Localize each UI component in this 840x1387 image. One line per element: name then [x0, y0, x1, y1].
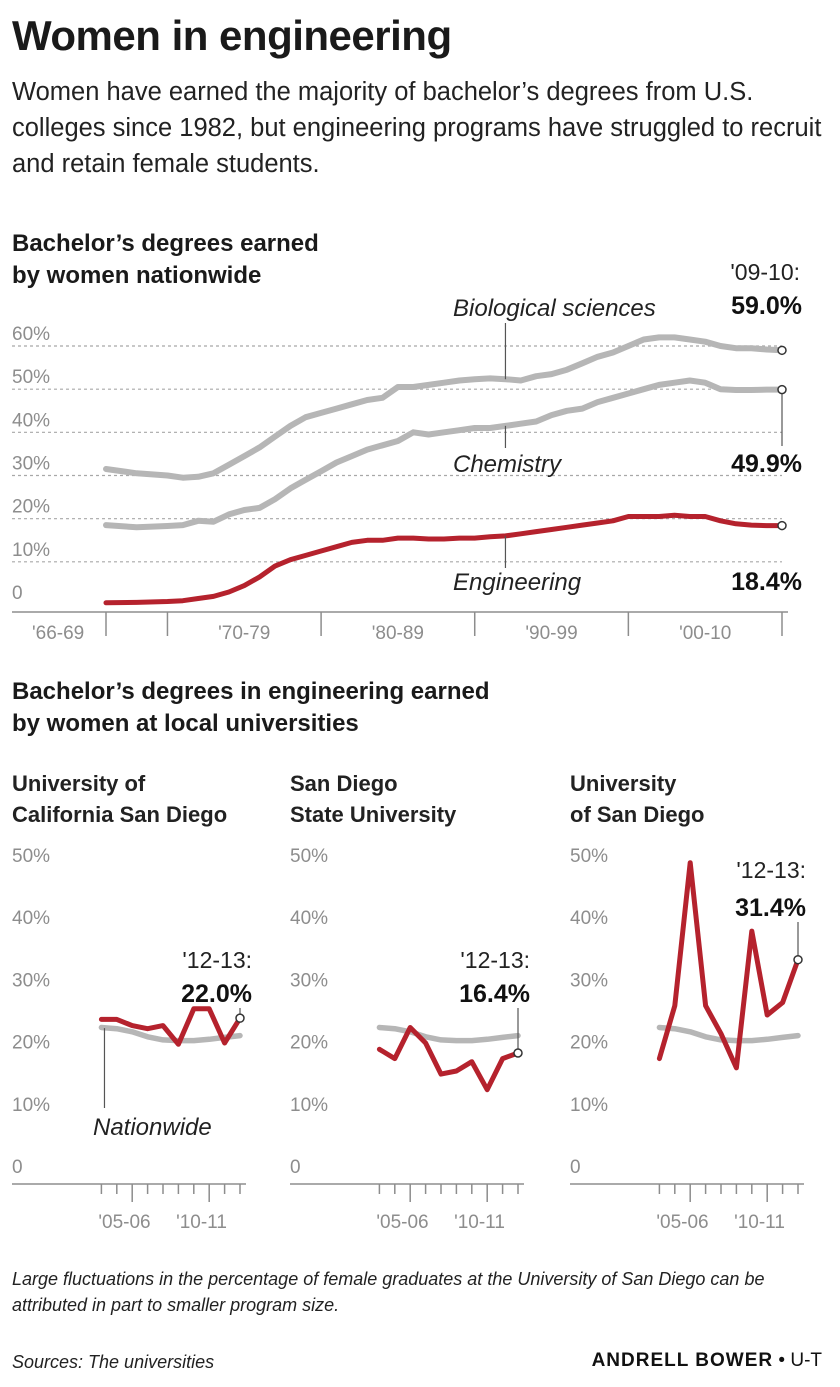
usd-university-line	[656, 860, 801, 1071]
nationwide-series-label: Nationwide	[93, 1114, 212, 1141]
usd-callout-year: '12-13:	[736, 857, 806, 883]
nationwide-x-tick-label: '00-10	[679, 623, 731, 644]
usd-y-tick-label: 30%	[570, 970, 608, 991]
sdsu-panel-title: San Diego State University	[290, 768, 456, 830]
ucsd-y-tick-label: 30%	[12, 970, 50, 991]
usd-y-tick-label: 10%	[570, 1095, 608, 1116]
nationwide-chart-title-line-1: Bachelor’s degrees earned	[12, 230, 319, 257]
nationwide-callout-year: '09-10:	[730, 259, 800, 285]
ucsd-university-line	[98, 1006, 243, 1047]
biological-sciences-label: Biological sciences	[453, 295, 656, 322]
usd-nationwide-line	[656, 1024, 801, 1044]
nationwide-x-tick-label: '66-69	[32, 623, 84, 644]
engineering-line	[103, 512, 785, 606]
engineering-end-point	[777, 520, 787, 531]
ucsd-y-tick-label: 10%	[12, 1095, 50, 1116]
page-title: Women in engineering	[12, 12, 452, 59]
sdsu-y-tick-label: 20%	[290, 1033, 328, 1054]
biological-sciences-end-point	[777, 345, 787, 356]
sdsu-callout-year: '12-13:	[460, 947, 530, 973]
sdsu-title-line-1: San Diego	[290, 771, 398, 796]
usd-end-value: 31.4%	[735, 894, 806, 922]
chemistry-line	[103, 377, 785, 531]
ucsd-nationwide-line	[98, 1024, 243, 1044]
chemistry-end-point	[777, 384, 787, 395]
nationwide-y-tick-label: 60%	[12, 324, 50, 345]
ucsd-y-tick-label: 20%	[12, 1033, 50, 1054]
sdsu-end-value: 16.4%	[459, 980, 530, 1008]
ucsd-panel-title: University of California San Diego	[12, 768, 227, 830]
ucsd-callout-year: '12-13:	[182, 947, 252, 973]
ucsd-title-line-2: California San Diego	[12, 802, 228, 827]
usd-end-point	[793, 954, 803, 965]
nationwide-line-chart: 60% 50% 40% 30% 20% 10% 0 '66-69 '70-79 '80-89 '90…	[12, 259, 802, 644]
sdsu-end-point	[513, 1048, 523, 1058]
nationwide-y-tick-label: 50%	[12, 367, 50, 388]
sdsu-y-tick-label: 40%	[290, 908, 328, 929]
ucsd-end-value: 22.0%	[181, 980, 252, 1008]
biological-sciences-line	[103, 334, 785, 481]
sdsu-y-tick-label: 50%	[290, 846, 328, 867]
credit-separator: •	[778, 1350, 786, 1371]
usd-y-tick-label: 40%	[570, 908, 608, 929]
sdsu-x-tick-label: '05-06	[376, 1212, 428, 1233]
nationwide-x-tick-label: '90-99	[525, 623, 577, 644]
engineering-label: Engineering	[453, 569, 582, 596]
ucsd-x-tick-label: '05-06	[98, 1212, 150, 1233]
sdsu-university-line	[376, 1025, 521, 1093]
chemistry-end-value: 49.9%	[731, 450, 802, 478]
credit-line: ANDRELL BOWER • U-T	[592, 1350, 822, 1372]
usd-x-tick-label: '10-11	[734, 1212, 785, 1233]
credit-name: ANDRELL BOWER	[591, 1350, 774, 1371]
ucsd-y-tick-label: 50%	[12, 846, 50, 867]
sources-line: Sources: The universities	[12, 1352, 215, 1372]
nationwide-x-tick-label: '80-89	[372, 623, 424, 644]
biological-sciences-end-value: 59.0%	[731, 292, 802, 320]
ucsd-y-tick-label: 40%	[12, 908, 50, 929]
local-universities-charts: 50% 40% 30% 20% 10% 0 '05-06 '10-11 '12-13: 22.0%…	[12, 846, 806, 1233]
local-section-title: Bachelor’s degrees in engineering earned…	[12, 676, 490, 740]
nationwide-chart-title: Bachelor’s degrees earned by women natio…	[12, 228, 319, 292]
nationwide-x-tick-label: '70-79	[218, 623, 270, 644]
sdsu-x-tick-label: '10-11	[454, 1212, 505, 1233]
usd-panel-title: University of San Diego	[570, 768, 704, 830]
chemistry-label: Chemistry	[453, 451, 563, 478]
ucsd-title-line-1: University of	[12, 771, 146, 796]
ucsd-x-tick-label: '10-11	[176, 1212, 227, 1233]
sdsu-title-line-2: State University	[290, 802, 457, 827]
page-dek: Women have earned the majority of bachel…	[12, 78, 822, 178]
usd-y-tick-label: 50%	[570, 846, 608, 867]
local-section-title-line-2: by women at local universities	[12, 710, 359, 737]
sdsu-y-tick-label: 0	[290, 1157, 301, 1178]
engineering-end-value: 18.4%	[731, 568, 802, 596]
usd-title-line-1: University	[570, 771, 677, 796]
nationwide-y-tick-label: 10%	[12, 540, 50, 561]
local-section-title-line-1: Bachelor’s degrees in engineering earned	[12, 678, 490, 705]
usd-x-tick-label: '05-06	[656, 1212, 708, 1233]
ucsd-end-point	[235, 1013, 245, 1023]
ucsd-y-tick-label: 0	[12, 1157, 23, 1178]
sdsu-y-tick-label: 10%	[290, 1095, 328, 1116]
nationwide-y-tick-label: 20%	[12, 497, 50, 518]
nationwide-y-tick-label: 30%	[12, 454, 50, 475]
nationwide-y-tick-label: 40%	[12, 410, 50, 431]
usd-title-line-2: of San Diego	[570, 802, 705, 827]
usd-y-tick-label: 20%	[570, 1033, 608, 1054]
sdsu-nationwide-line	[376, 1024, 521, 1044]
sdsu-y-tick-label: 30%	[290, 970, 328, 991]
footnote: Large fluctuations in the percentage of …	[12, 1269, 765, 1315]
credit-org: U-T	[790, 1350, 822, 1371]
usd-y-tick-label: 0	[570, 1157, 581, 1178]
nationwide-y-tick-label: 0	[12, 583, 23, 604]
nationwide-chart-title-line-2: by women nationwide	[12, 262, 262, 289]
